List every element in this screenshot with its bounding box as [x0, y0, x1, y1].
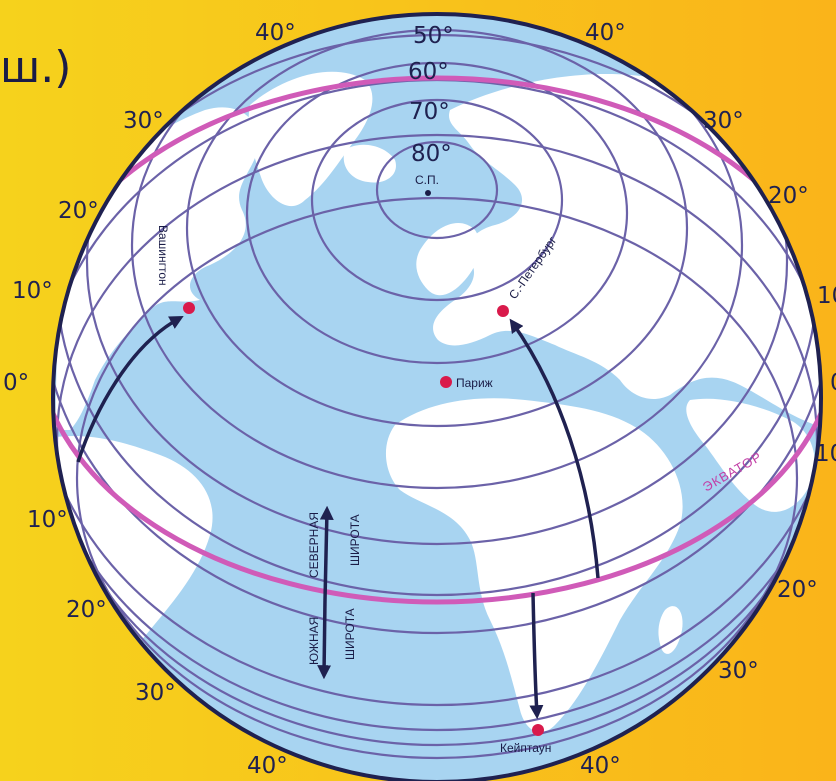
north-pole-dot	[425, 190, 431, 196]
north-pole-label: С.П.	[415, 173, 439, 187]
label-north-latitude-1: СЕВЕРНАЯ	[307, 512, 321, 578]
arrows	[76, 316, 600, 720]
land-arctic-islands	[343, 144, 396, 183]
parallel-40s	[75, 196, 799, 760]
city-label-cape-town: Кейптаун	[500, 741, 551, 755]
deg-label-right-0: 0°	[830, 370, 836, 396]
parallel-40n	[130, 14, 744, 490]
land-madagascar	[658, 606, 683, 654]
deg-label-right-20s: 20°	[777, 577, 818, 603]
deg-label-right-20n: 20°	[768, 183, 809, 209]
deg-label-60: 60°	[408, 59, 449, 85]
deg-label-left-10n: 10°	[12, 278, 53, 304]
deg-label-left-20n: 20°	[58, 198, 99, 224]
arrow-latitude-south	[317, 599, 332, 680]
label-south-latitude-1: ЮЖНАЯ	[307, 617, 321, 665]
city-dot-cape-town	[532, 724, 544, 736]
city-label-paris: Париж	[456, 376, 493, 390]
deg-label-left-30s: 30°	[135, 680, 176, 706]
globe-outline	[51, 12, 823, 781]
city-dot-st-petersburg	[497, 305, 509, 317]
deg-label-top-left-40: 40°	[255, 20, 296, 46]
parallel-60n	[245, 61, 629, 365]
deg-label-70: 70°	[409, 99, 450, 125]
parallel-50n	[185, 28, 689, 428]
arrow-to-st-petersburg	[509, 318, 600, 579]
deg-label-right-10n: 10°	[817, 283, 836, 309]
equator-line	[53, 75, 821, 605]
city-dot-paris	[440, 376, 452, 388]
deg-label-right-30s: 30°	[718, 658, 759, 684]
deg-label-top-right-40: 40°	[585, 20, 626, 46]
land-scandinavia	[416, 222, 480, 296]
city-label-washington: Вашингтон	[156, 225, 170, 286]
city-dot-washington	[183, 302, 195, 314]
parallel-80n	[375, 140, 499, 240]
parallel-30n	[85, 14, 789, 546]
deg-label-right-40s: 40°	[580, 753, 621, 779]
arrow-to-cape-town	[529, 592, 544, 720]
parallel-70n	[310, 98, 564, 302]
arrow-latitude-north	[319, 505, 334, 601]
arrow-to-washington	[76, 316, 184, 463]
land-greenland	[248, 71, 373, 207]
deg-label-left-0: 0°	[3, 370, 29, 396]
deg-label-left-10s: 10°	[27, 507, 68, 533]
label-south-latitude-2: ШИРОТА	[343, 608, 357, 660]
deg-label-left-20s: 20°	[66, 597, 107, 623]
parallel-10n	[53, 14, 821, 635]
heading-fragment: ш.)	[0, 42, 71, 93]
deg-label-left-40s: 40°	[247, 753, 288, 779]
deg-label-50: 50°	[413, 23, 454, 49]
deg-label-left-30n: 30°	[123, 108, 164, 134]
land-africa	[385, 398, 683, 733]
deg-label-80: 80°	[411, 141, 452, 167]
parallel-10s	[53, 33, 821, 707]
deg-label-right-10s: 10°	[815, 441, 836, 467]
deg-label-right-30n: 30°	[703, 108, 744, 134]
label-north-latitude-2: ШИРОТА	[348, 514, 362, 566]
land-arabia	[686, 398, 815, 512]
